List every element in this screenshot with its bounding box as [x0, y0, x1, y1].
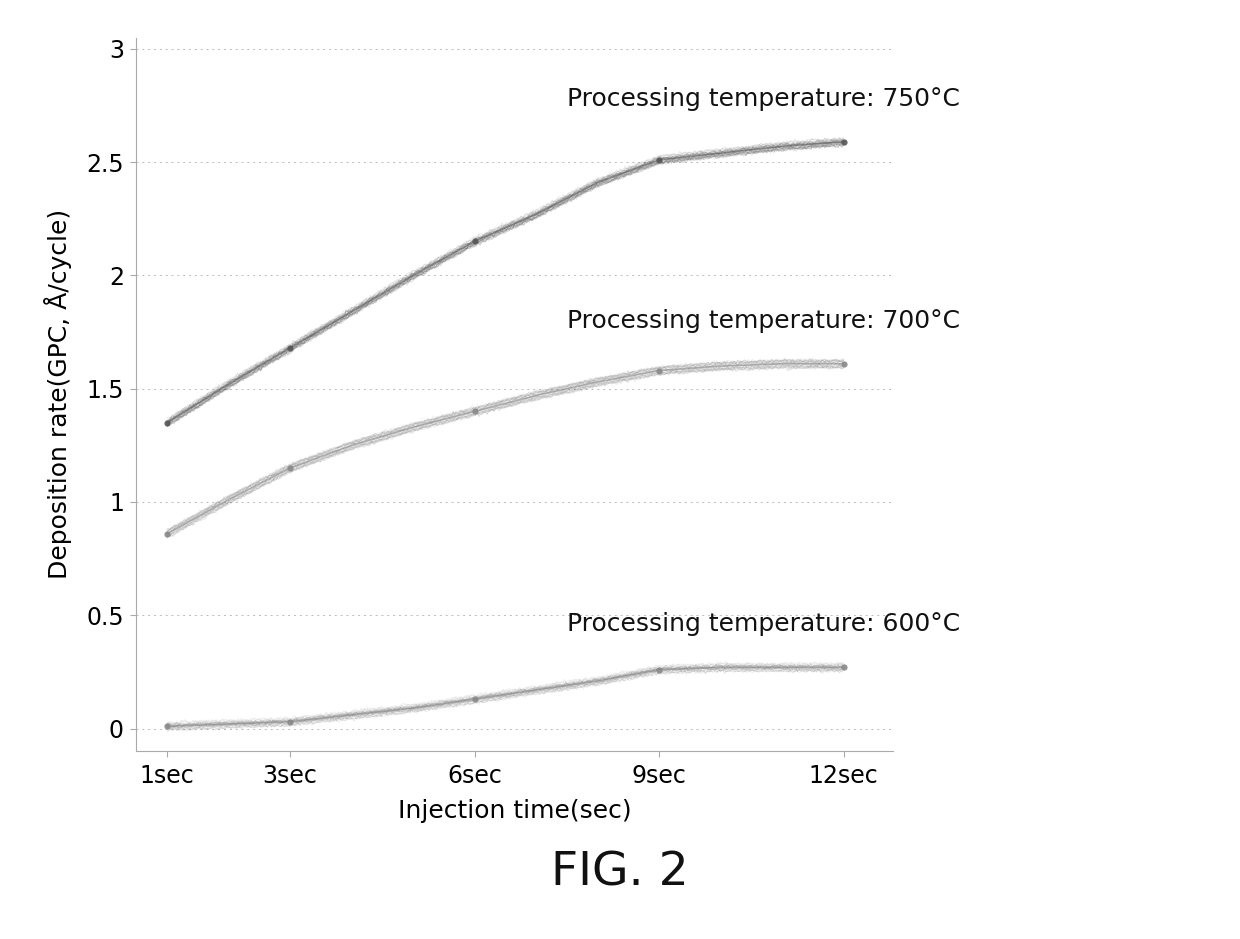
Text: Processing temperature: 750°C: Processing temperature: 750°C: [567, 86, 960, 111]
Point: [465, 692, 485, 707]
Point: [650, 152, 670, 167]
Point: [650, 662, 670, 677]
Point: [833, 356, 853, 371]
Point: [650, 363, 670, 378]
Point: [833, 134, 853, 149]
X-axis label: Injection time(sec): Injection time(sec): [398, 799, 631, 823]
Text: Processing temperature: 700°C: Processing temperature: 700°C: [567, 309, 960, 332]
Y-axis label: Deposition rate(GPC, Å/cycle): Deposition rate(GPC, Å/cycle): [45, 209, 72, 579]
Point: [280, 460, 300, 475]
Point: [465, 404, 485, 419]
Point: [157, 415, 177, 430]
Text: FIG. 2: FIG. 2: [551, 851, 689, 896]
Point: [280, 715, 300, 730]
Point: [157, 526, 177, 541]
Point: [157, 718, 177, 733]
Point: [465, 234, 485, 249]
Point: [833, 660, 853, 675]
Point: [280, 341, 300, 356]
Text: Processing temperature: 600°C: Processing temperature: 600°C: [567, 612, 960, 637]
